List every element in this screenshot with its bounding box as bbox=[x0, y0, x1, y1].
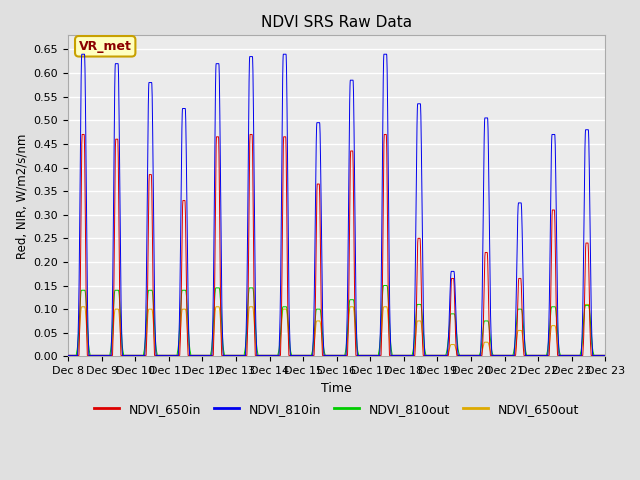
Legend: NDVI_650in, NDVI_810in, NDVI_810out, NDVI_650out: NDVI_650in, NDVI_810in, NDVI_810out, NDV… bbox=[89, 398, 584, 420]
Title: NDVI SRS Raw Data: NDVI SRS Raw Data bbox=[261, 15, 412, 30]
Y-axis label: Red, NIR, W/m2/s/nm: Red, NIR, W/m2/s/nm bbox=[15, 133, 28, 259]
Text: VR_met: VR_met bbox=[79, 40, 132, 53]
X-axis label: Time: Time bbox=[321, 382, 352, 395]
